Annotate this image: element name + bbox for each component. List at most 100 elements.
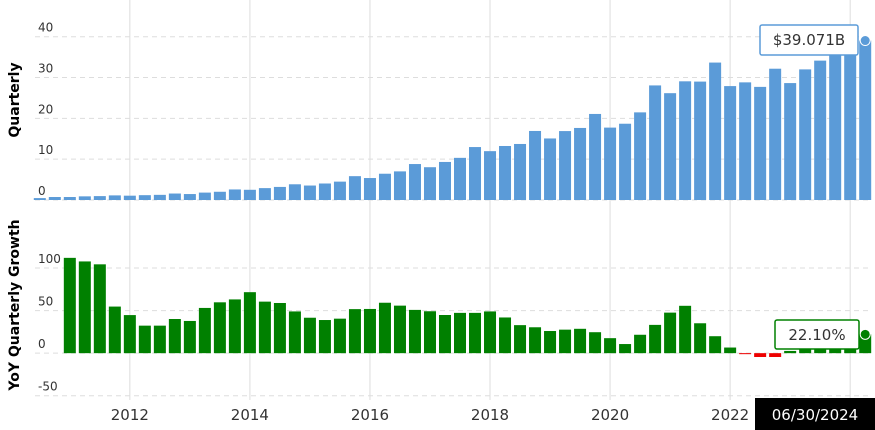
bar (78, 261, 91, 354)
bar (48, 197, 61, 200)
bar (604, 127, 617, 200)
bar (393, 305, 406, 354)
x-tick-label: 2022 (711, 406, 749, 424)
bar (574, 127, 587, 200)
bar (529, 130, 542, 200)
bar (619, 123, 632, 200)
bar (63, 257, 76, 354)
bar (454, 157, 467, 200)
bar (168, 193, 181, 200)
bar (709, 336, 722, 354)
bar (649, 324, 662, 354)
bar (123, 195, 136, 200)
bar (153, 194, 166, 200)
bar (484, 151, 497, 200)
x-tick-label: 2020 (591, 406, 629, 424)
bar (63, 197, 76, 200)
bar (108, 195, 121, 200)
bar (679, 305, 692, 354)
bar (333, 181, 346, 200)
bar (574, 328, 587, 354)
y-tick-label: 100 (38, 252, 61, 266)
bar (363, 178, 376, 200)
bar (469, 147, 482, 200)
y-tick-label: 40 (38, 21, 53, 35)
bar (273, 186, 286, 200)
bar (288, 311, 301, 354)
bar (724, 347, 737, 354)
bar (228, 189, 241, 200)
bars (33, 36, 872, 357)
overlay: 2012201420162018202020222024$39.071B22.1… (111, 24, 875, 430)
bar (408, 309, 421, 354)
bar (544, 331, 557, 354)
bar (859, 40, 872, 200)
bar (529, 327, 542, 354)
bar (348, 309, 361, 354)
bar (799, 69, 812, 200)
bar (694, 81, 707, 200)
bar (784, 83, 797, 200)
point-marker (859, 328, 871, 340)
bar (784, 350, 797, 354)
y-axis-label: YoY Quarterly Growth (7, 219, 23, 391)
bar (168, 319, 181, 354)
bar (499, 145, 512, 200)
bar (664, 93, 677, 200)
bar (243, 189, 256, 200)
bar (754, 86, 767, 200)
x-tick-label: 2012 (111, 406, 149, 424)
bar (108, 306, 121, 354)
y-tick-label: 10 (38, 143, 53, 157)
bar (153, 325, 166, 354)
x-tick-label: 2018 (471, 406, 509, 424)
bar (814, 60, 827, 200)
tooltip-value: 22.10% (788, 326, 845, 344)
bar (303, 317, 316, 354)
bar (243, 292, 256, 354)
bar (709, 62, 722, 200)
bar (664, 312, 677, 354)
tooltip-value: $39.071B (773, 31, 845, 49)
y-tick-label: 0 (38, 337, 46, 351)
bar (408, 164, 421, 200)
bar (559, 329, 572, 354)
bar (634, 334, 647, 354)
bar (754, 353, 767, 357)
bar (649, 85, 662, 200)
bar (619, 344, 632, 354)
bar (333, 318, 346, 354)
bar (739, 82, 752, 200)
x-tick-label: 2014 (231, 406, 269, 424)
bar (438, 315, 451, 354)
bar (273, 302, 286, 354)
y-tick-label: 50 (38, 295, 53, 309)
bar (589, 113, 602, 200)
bar (634, 112, 647, 200)
bar (469, 312, 482, 354)
bar (318, 183, 331, 200)
bar (93, 264, 106, 354)
bar (318, 320, 331, 354)
bar (559, 131, 572, 200)
bar (438, 161, 451, 200)
bar (138, 325, 151, 354)
bar (213, 302, 226, 354)
y-tick-label: 0 (38, 184, 46, 198)
bar (423, 311, 436, 354)
point-marker (859, 35, 871, 47)
y-axis-label: Quarterly (7, 62, 23, 137)
bar (499, 317, 512, 354)
bar (679, 81, 692, 200)
bar (378, 302, 391, 354)
bar (829, 36, 842, 200)
bar (258, 301, 271, 354)
bar (769, 353, 782, 357)
bar (378, 173, 391, 200)
y-tick-label: 20 (38, 102, 53, 116)
bar (183, 194, 196, 200)
tooltip-box (759, 24, 859, 56)
bar (724, 86, 737, 200)
bar (844, 51, 857, 200)
bar (213, 191, 226, 200)
